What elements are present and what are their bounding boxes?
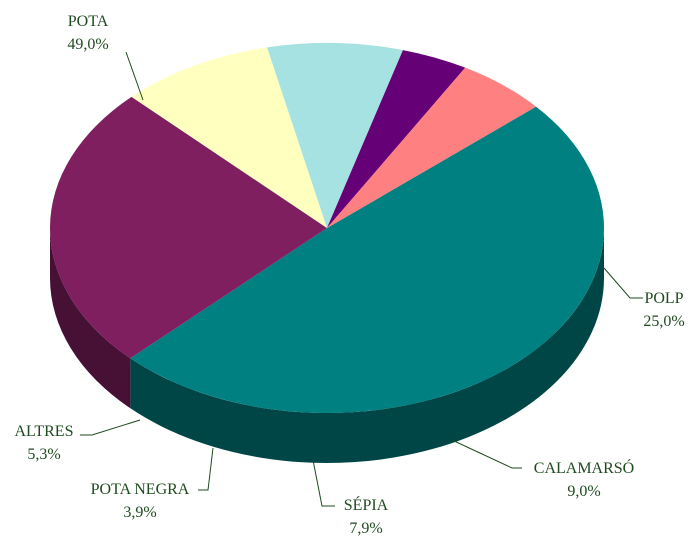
slice-side	[50, 228, 131, 409]
pie	[49, 42, 605, 464]
slice	[130, 106, 605, 414]
slice-label: POLP	[644, 290, 683, 307]
slice-label: POTA	[68, 13, 109, 30]
leader-line	[451, 439, 522, 469]
leader-line	[125, 51, 144, 101]
leader-line	[80, 419, 141, 436]
slice	[267, 42, 403, 228]
leader-line	[198, 447, 214, 491]
slice-label: SÉPIA	[344, 495, 389, 514]
slice	[49, 96, 328, 359]
slice	[327, 50, 466, 228]
slice	[327, 67, 537, 228]
leader-lines	[80, 51, 643, 507]
slice-label: CALAMARSÓ	[534, 458, 634, 477]
slice-value: 3,9%	[123, 504, 156, 521]
slice-label: POTA NEGRA	[91, 481, 190, 498]
slice-value: 9,0%	[567, 483, 600, 500]
slice-side	[130, 228, 604, 464]
slice	[131, 47, 327, 229]
slice-value: 25,0%	[643, 313, 684, 330]
leader-line	[603, 267, 643, 299]
slice-label: ALTRES	[15, 423, 74, 440]
slice-value: 7,9%	[349, 520, 382, 537]
slice-value: 49,0%	[67, 36, 108, 53]
slice-value: 5,3%	[27, 446, 60, 463]
leader-line	[312, 459, 335, 507]
